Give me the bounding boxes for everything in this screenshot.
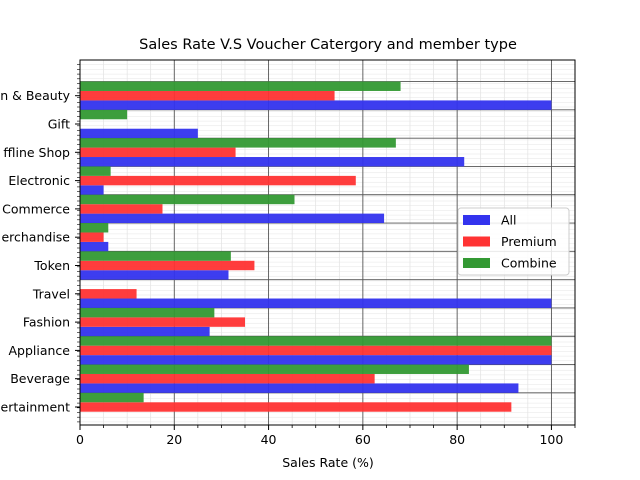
- bar-combine-appliance: [80, 336, 552, 346]
- bar-all-travel: [80, 298, 552, 308]
- x-tick-label: 0: [76, 432, 84, 447]
- bar-premium-e-commerce: [80, 204, 163, 214]
- x-ticks: 0 20 40 60 80 100: [76, 425, 576, 447]
- bars: [80, 81, 552, 412]
- legend-swatch-premium: [463, 236, 490, 247]
- bar-premium-travel: [80, 289, 137, 299]
- legend-label-all: All: [501, 213, 517, 228]
- bar-combine-health-beauty: [80, 81, 401, 91]
- x-tick-label: 80: [449, 432, 465, 447]
- bar-premium-beverage: [80, 373, 375, 384]
- y-tick-label: Gift: [48, 117, 70, 132]
- bar-all-e-commerce: [80, 213, 385, 224]
- x-axis-label: Sales Rate (%): [282, 455, 374, 470]
- bar-combine-beverage: [80, 364, 469, 374]
- bar-combine-token: [80, 251, 231, 261]
- bar-all-fashion: [80, 326, 210, 337]
- legend: All Premium Combine: [457, 207, 570, 276]
- y-tick-label: Travel: [32, 286, 70, 301]
- y-tick-label: erchandise: [1, 230, 70, 245]
- y-tick-label: ertainment: [1, 400, 71, 415]
- bar-premium-merchandise: [80, 232, 104, 242]
- legend-label-premium: Premium: [501, 234, 557, 249]
- bar-premium-appliance: [80, 345, 552, 356]
- bar-all-electronic: [80, 185, 104, 195]
- bar-premium-entertainment: [80, 402, 512, 412]
- bar-premium-offline-shop: [80, 147, 236, 158]
- bar-all-beverage: [80, 383, 519, 393]
- legend-label-combine: Combine: [501, 256, 557, 271]
- y-tick-label: n & Beauty: [0, 88, 70, 103]
- bar-combine-entertainment: [80, 392, 144, 403]
- bar-premium-health-beauty: [80, 90, 335, 101]
- x-tick-label: 40: [261, 432, 277, 447]
- bar-all-offline-shop: [80, 157, 465, 167]
- y-tick-label: ffline Shop: [3, 145, 70, 160]
- plot-frame: [79, 59, 576, 426]
- bar-combine-gift: [80, 109, 128, 120]
- bar-premium-electronic: [80, 175, 356, 186]
- bar-premium-token: [80, 260, 255, 271]
- x-tick-label: 20: [166, 432, 182, 447]
- x-tick-label: 100: [539, 432, 563, 447]
- y-tick-label: Electronic: [8, 173, 70, 188]
- bar-combine-electronic: [80, 166, 111, 176]
- y-tick-label: Fashion: [23, 315, 70, 330]
- bar-all-merchandise: [80, 241, 109, 252]
- bar-all-gift: [80, 128, 198, 139]
- bar-combine-fashion: [80, 307, 215, 318]
- legend-swatch-combine: [463, 258, 490, 268]
- bar-all-health-beauty: [80, 100, 552, 110]
- legend-swatch-all: [463, 215, 490, 225]
- y-tick-label: Token: [33, 258, 70, 273]
- bar-combine-merchandise: [80, 223, 109, 233]
- bar-all-token: [80, 270, 229, 280]
- y-tick-label: Beverage: [10, 371, 70, 386]
- chart-title: Sales Rate V.S Voucher Catergory and mem…: [139, 37, 517, 53]
- y-tick-label: Appliance: [8, 343, 70, 358]
- bar-premium-fashion: [80, 317, 245, 327]
- bar-all-appliance: [80, 355, 552, 365]
- bar-combine-e-commerce: [80, 194, 295, 205]
- bar-combine-offline-shop: [80, 138, 396, 148]
- y-tick-label: Commerce: [2, 201, 70, 216]
- y-ticks: ertainment Beverage Appliance Fashion Travel…: [0, 64, 80, 423]
- x-tick-label: 60: [355, 432, 371, 447]
